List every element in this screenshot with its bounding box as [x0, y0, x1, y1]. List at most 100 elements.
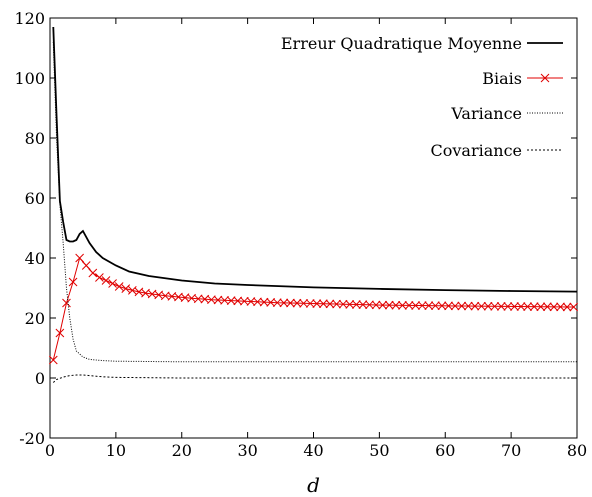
data-point [450, 301, 460, 311]
data-point [193, 294, 203, 304]
data-point [398, 300, 407, 310]
data-point [68, 277, 78, 287]
data-point [246, 297, 256, 306]
plot-area [48, 26, 579, 383]
data-point [470, 301, 480, 311]
data-point [483, 301, 493, 311]
data-point [319, 299, 328, 309]
legend: Erreur Quadratique Moyenne Biais Variance C… [281, 34, 563, 160]
y-tick-label: 20 [25, 309, 45, 328]
data-point [345, 299, 355, 309]
data-point [253, 297, 262, 307]
data-point [305, 299, 315, 308]
data-point [556, 302, 565, 312]
data-point [88, 268, 98, 278]
data-point [417, 301, 427, 310]
series-line-2 [52, 41, 577, 363]
data-point [529, 302, 539, 312]
data-point [62, 298, 71, 308]
x-tick-label: 30 [237, 441, 257, 460]
data-point [292, 298, 302, 308]
legend-marker [540, 73, 550, 83]
series-line-1 [52, 256, 574, 361]
data-point [378, 300, 388, 310]
data-point [266, 298, 276, 307]
data-point [351, 300, 361, 309]
data-point [114, 282, 124, 291]
legend-label: Variance [450, 104, 522, 123]
data-point [312, 299, 322, 308]
data-point [332, 299, 341, 309]
y-tick-label: -20 [19, 429, 45, 448]
legend-label: Covariance [431, 141, 523, 160]
x-tick-label: 80 [567, 441, 587, 460]
data-point [444, 301, 453, 311]
data-point [424, 301, 434, 310]
x-tick-label: 40 [303, 441, 323, 460]
data-point [81, 261, 91, 270]
data-point [431, 301, 440, 311]
y-tick-label: 120 [14, 9, 45, 28]
x-axis-title: d [307, 473, 320, 497]
legend-label: Erreur Quadratique Moyenne [281, 34, 522, 53]
data-point [562, 302, 572, 312]
data-point [226, 296, 236, 305]
data-point [477, 301, 486, 311]
x-tick-label: 50 [369, 441, 389, 460]
x-tick-label: 60 [435, 441, 455, 460]
series-line-0 [52, 26, 578, 293]
legend-label: Biais [482, 69, 522, 88]
data-point [543, 302, 552, 312]
data-point [510, 302, 519, 311]
data-point [516, 302, 526, 311]
data-point [48, 355, 58, 365]
data-point [239, 296, 249, 306]
x-tick-label: 20 [172, 441, 192, 460]
x-tick-label: 10 [106, 441, 126, 460]
data-point [233, 296, 243, 306]
data-point [299, 298, 308, 308]
data-point [365, 300, 374, 310]
data-point [338, 299, 348, 309]
data-point [437, 301, 447, 311]
y-tick-label: 0 [35, 369, 45, 388]
data-point [127, 286, 137, 295]
data-point [358, 300, 368, 310]
data-point [569, 302, 579, 312]
data-point [213, 295, 223, 305]
data-point [220, 295, 229, 305]
data-point [279, 298, 289, 308]
x-tick-label: 0 [45, 441, 55, 460]
data-point [496, 302, 506, 311]
data-point [536, 302, 546, 312]
data-point [121, 284, 131, 293]
data-point [523, 302, 532, 311]
data-point [286, 298, 295, 308]
data-point [371, 300, 381, 310]
data-point [75, 253, 84, 263]
data-point [384, 300, 394, 310]
data-point [549, 302, 559, 312]
data-point [55, 328, 65, 338]
data-point [95, 273, 104, 282]
y-tick-label: 40 [25, 249, 45, 268]
data-point [404, 301, 414, 310]
data-point [457, 301, 467, 311]
x-tick-label: 70 [501, 441, 521, 460]
data-point [503, 302, 513, 311]
data-point [325, 299, 335, 309]
data-point [411, 301, 420, 310]
y-tick-label: 60 [25, 189, 45, 208]
data-point [490, 301, 500, 311]
data-point [463, 301, 473, 311]
y-tick-label: 100 [14, 69, 45, 88]
series-line-3 [52, 374, 577, 383]
data-point [272, 298, 282, 308]
data-point [108, 279, 117, 288]
data-point [207, 295, 216, 305]
data-point [101, 276, 111, 285]
data-point [391, 300, 401, 310]
y-tick-label: 80 [25, 129, 45, 148]
